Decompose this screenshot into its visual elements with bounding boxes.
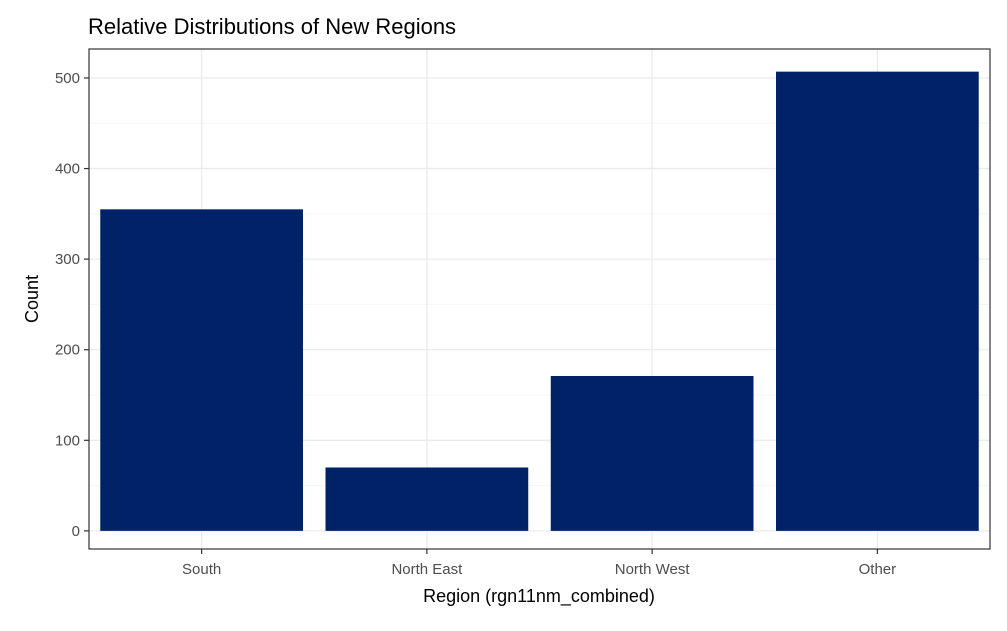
x-axis: South North East North West Other [182, 549, 896, 578]
bar [100, 209, 303, 531]
y-axis-title: Count [22, 275, 42, 323]
x-tick-label: North East [391, 561, 463, 578]
chart-title: Relative Distributions of New Regions [88, 14, 456, 39]
bar [325, 467, 529, 531]
y-tick-label: 400 [55, 161, 80, 178]
y-tick-label: 500 [55, 70, 80, 87]
panel-border [88, 48, 991, 550]
x-tick-label: Other [859, 561, 897, 578]
bar [776, 71, 979, 531]
bar [550, 375, 754, 531]
y-tick-label: 100 [55, 432, 80, 449]
bars [100, 71, 979, 531]
x-tick-label: South [182, 561, 221, 578]
x-axis-title: Region (rgn11nm_combined) [423, 586, 655, 607]
y-tick-label: 300 [55, 251, 80, 268]
plot-panel [88, 48, 991, 550]
y-axis: 0 100 200 300 400 500 [55, 70, 89, 540]
x-tick-label: North West [615, 561, 691, 578]
y-tick-label: 200 [55, 342, 80, 359]
y-tick-label: 0 [72, 523, 80, 540]
